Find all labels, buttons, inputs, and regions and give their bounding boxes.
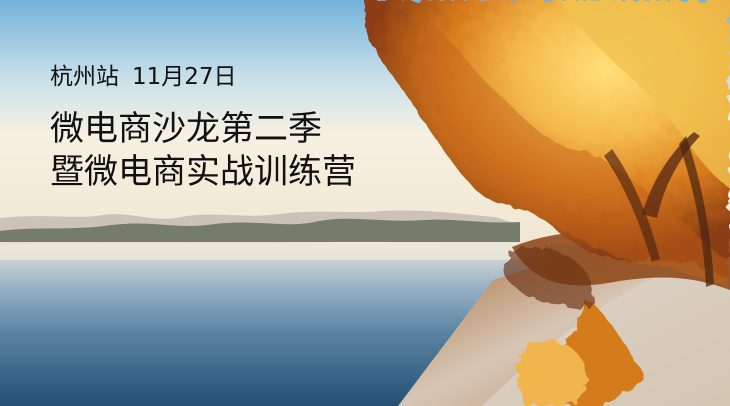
event-headline: 杭州站 11月27日 微电商沙龙第二季 暨微电商实战训练营: [50, 62, 356, 194]
event-location: 杭州站: [50, 64, 119, 90]
event-title-line-1: 微电商沙龙第二季: [50, 109, 322, 149]
event-date: 11月27日: [132, 64, 237, 90]
event-title-line-2: 暨微电商实战训练营: [50, 152, 356, 192]
event-location-date: 杭州站 11月27日: [50, 62, 356, 92]
